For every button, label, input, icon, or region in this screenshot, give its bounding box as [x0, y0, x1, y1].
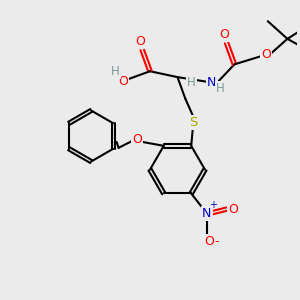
Text: S: S: [189, 116, 197, 129]
Text: O: O: [118, 75, 128, 88]
Text: O: O: [220, 28, 230, 41]
Text: -: -: [214, 235, 219, 248]
Text: O: O: [229, 202, 238, 216]
Text: O: O: [261, 48, 271, 61]
Text: O: O: [204, 235, 214, 248]
Text: +: +: [209, 200, 217, 210]
Text: O: O: [132, 134, 142, 146]
Text: H: H: [216, 82, 225, 95]
Text: H: H: [187, 76, 196, 88]
Text: O: O: [135, 35, 145, 48]
Text: N: N: [202, 207, 212, 220]
Text: N: N: [207, 76, 217, 88]
Text: H: H: [111, 65, 120, 78]
